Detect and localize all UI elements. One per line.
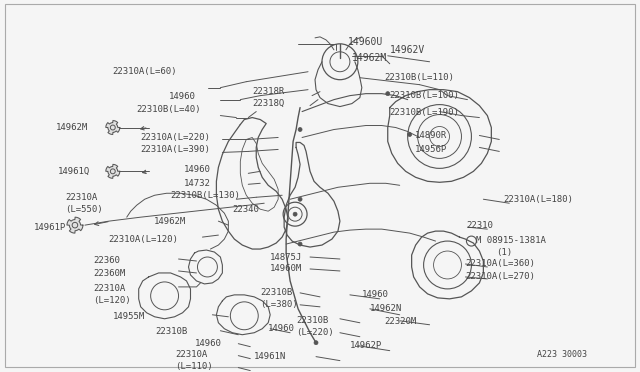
Text: 14875J: 14875J: [270, 253, 303, 262]
Text: 14962N: 14962N: [370, 304, 402, 313]
Text: 14960: 14960: [184, 165, 211, 174]
Text: 14960M: 14960M: [270, 264, 303, 273]
Text: 14956P: 14956P: [415, 145, 447, 154]
Text: (L=120): (L=120): [93, 296, 131, 305]
Text: 22310B(L=190): 22310B(L=190): [390, 108, 460, 117]
Text: 22310B: 22310B: [296, 316, 328, 325]
Text: 14960: 14960: [195, 339, 221, 348]
Text: 14960U: 14960U: [348, 37, 383, 47]
Text: (1): (1): [497, 247, 513, 257]
Text: M 08915-1381A: M 08915-1381A: [476, 235, 547, 244]
Text: 14732: 14732: [184, 179, 211, 188]
Text: 14961Q: 14961Q: [58, 167, 90, 176]
Text: 14955M: 14955M: [113, 312, 145, 321]
Text: 22318R: 22318R: [252, 87, 285, 96]
Circle shape: [386, 92, 390, 96]
Text: 22310A: 22310A: [65, 193, 97, 202]
Text: 14962V: 14962V: [390, 45, 425, 55]
Text: 22340: 22340: [232, 205, 259, 214]
Text: 22310A(L=390): 22310A(L=390): [141, 145, 211, 154]
Text: 22310B(L=40): 22310B(L=40): [137, 105, 201, 114]
Text: (L=220): (L=220): [296, 328, 333, 337]
Text: 14962M: 14962M: [154, 217, 186, 226]
Text: 22310: 22310: [467, 221, 493, 230]
Text: 14961P: 14961P: [34, 222, 67, 232]
Text: 22320M: 22320M: [385, 317, 417, 326]
Text: 14960: 14960: [268, 324, 295, 333]
Text: 22310B(L=110): 22310B(L=110): [385, 73, 454, 82]
Text: 22360M: 22360M: [93, 269, 125, 279]
Text: 14890R: 14890R: [415, 131, 447, 140]
Text: 14962M: 14962M: [56, 123, 88, 132]
Text: 22360: 22360: [93, 257, 120, 266]
Text: 14962M: 14962M: [352, 53, 387, 63]
Polygon shape: [106, 164, 120, 178]
Text: 22310A(L=270): 22310A(L=270): [465, 272, 535, 282]
Text: 22310B: 22310B: [260, 288, 292, 297]
Text: (L=380): (L=380): [260, 300, 298, 310]
Circle shape: [298, 197, 302, 201]
Text: 14961N: 14961N: [254, 352, 287, 361]
Polygon shape: [67, 217, 83, 233]
Text: 22310A(L=180): 22310A(L=180): [503, 195, 573, 204]
Text: 22310A: 22310A: [93, 284, 125, 294]
Circle shape: [408, 132, 412, 137]
Circle shape: [293, 212, 297, 216]
Text: 14960: 14960: [362, 291, 388, 299]
Circle shape: [298, 242, 302, 246]
Text: 22310A: 22310A: [175, 350, 208, 359]
Text: 14962P: 14962P: [350, 341, 382, 350]
Text: (L=110): (L=110): [175, 362, 213, 371]
Text: 22310A(L=120): 22310A(L=120): [108, 235, 178, 244]
Text: A223 30003: A223 30003: [537, 350, 587, 359]
Circle shape: [298, 128, 302, 131]
Text: 22310B(L=130): 22310B(L=130): [171, 191, 241, 200]
Text: 22318Q: 22318Q: [252, 99, 285, 108]
Text: (L=550): (L=550): [65, 205, 102, 214]
Text: 22310A(L=360): 22310A(L=360): [465, 260, 535, 269]
Polygon shape: [106, 121, 120, 135]
Text: 14960: 14960: [168, 92, 195, 101]
Text: 22310A(L=60): 22310A(L=60): [113, 67, 177, 76]
Circle shape: [314, 341, 318, 345]
Text: 22310B: 22310B: [156, 327, 188, 336]
Text: 22310B(L=100): 22310B(L=100): [390, 91, 460, 100]
Text: 22310A(L=220): 22310A(L=220): [141, 133, 211, 142]
